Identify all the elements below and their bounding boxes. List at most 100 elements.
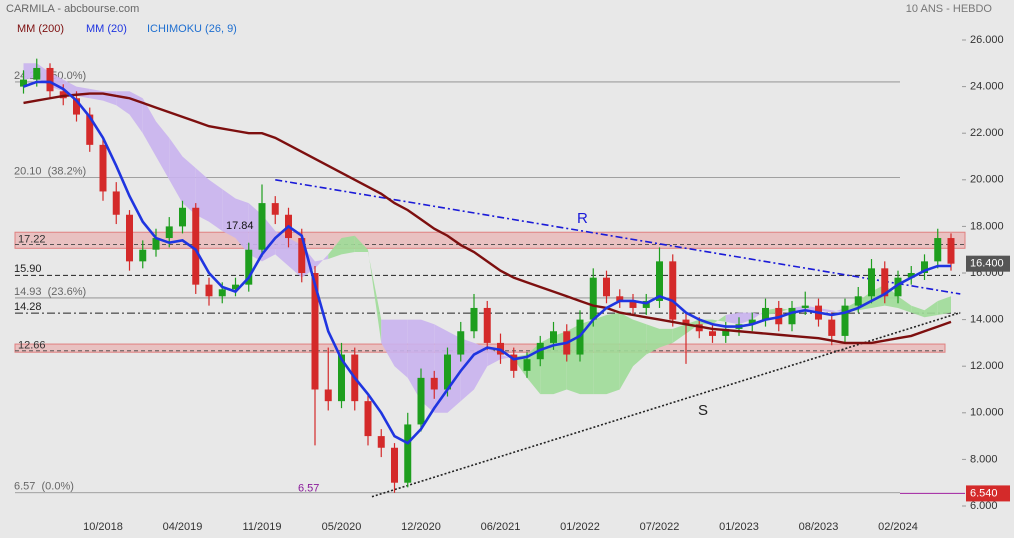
- ichimoku-cloud: [474, 342, 488, 390]
- candle-body: [338, 354, 345, 402]
- y-tick-label: 8.000: [970, 453, 998, 465]
- y-tick-label: 26.000: [970, 34, 1004, 46]
- x-tick-label: 11/2019: [243, 521, 282, 533]
- price-tag: [966, 485, 1010, 502]
- candle-body: [629, 300, 637, 308]
- ichimoku-cloud: [672, 324, 686, 343]
- candle-body: [483, 307, 491, 343]
- candle-body: [947, 238, 955, 264]
- y-tick-label: 6.000: [970, 500, 998, 512]
- ichimoku-cloud: [646, 324, 660, 355]
- candle-body: [589, 277, 597, 320]
- ichimoku-cloud: [712, 314, 726, 325]
- y-tick-label: 14.000: [970, 314, 1004, 326]
- candle-body: [841, 305, 849, 336]
- candle-body: [430, 377, 438, 390]
- candle-body: [801, 305, 809, 308]
- zone-label: 12.66: [18, 340, 46, 352]
- ichimoku-cloud: [381, 319, 395, 367]
- price-tag: [966, 255, 1010, 272]
- ichimoku-cloud: [394, 319, 408, 378]
- candle-body: [404, 424, 412, 483]
- candle-body: [152, 238, 160, 250]
- ichimoku-cloud: [633, 319, 647, 367]
- ichimoku-cloud: [924, 300, 938, 318]
- candle-body: [179, 207, 186, 227]
- candle-body: [457, 331, 465, 355]
- candle-body: [192, 207, 200, 285]
- candle-body: [921, 261, 928, 273]
- ichimoku-cloud: [752, 310, 766, 320]
- annotation: 6.57: [298, 483, 319, 495]
- legend-entry: ICHIMOKU (26, 9): [147, 23, 237, 35]
- x-tick-label: 01/2022: [560, 521, 600, 533]
- candle-body: [311, 273, 319, 390]
- trendline-label: S: [698, 402, 708, 419]
- trendline-label: R: [577, 210, 588, 227]
- annotation: 17.84: [226, 220, 254, 232]
- candle-body: [894, 277, 902, 297]
- candle-body: [417, 377, 425, 425]
- candle-body: [245, 249, 253, 285]
- candle-body: [682, 319, 690, 325]
- ichimoku-cloud: [619, 312, 633, 390]
- candle-body: [205, 284, 213, 297]
- candle-body: [139, 249, 147, 262]
- candle-body: [881, 268, 889, 297]
- ichimoku-cloud: [898, 296, 912, 313]
- candle-body: [444, 354, 451, 390]
- level-label: 6.57 (0.0%): [14, 481, 74, 493]
- ichimoku-cloud: [142, 98, 156, 157]
- x-tick-label: 06/2021: [481, 521, 521, 533]
- candle-body: [868, 268, 875, 297]
- ichimoku-cloud: [593, 314, 607, 395]
- x-tick-label: 12/2020: [401, 521, 441, 533]
- candle-body: [86, 114, 94, 145]
- candle-body: [762, 307, 769, 320]
- candle-body: [271, 203, 279, 215]
- ichimoku-cloud: [659, 328, 673, 348]
- candle-body: [550, 331, 557, 343]
- x-tick-label: 01/2023: [719, 521, 759, 533]
- x-tick-label: 04/2019: [163, 521, 203, 533]
- y-tick-label: 10.000: [970, 407, 1004, 419]
- x-tick-label: 05/2020: [322, 521, 362, 533]
- ichimoku-cloud: [315, 254, 329, 269]
- candle-body: [510, 354, 518, 371]
- x-tick-label: 02/2024: [878, 521, 918, 533]
- price-tag-label: 6.540: [970, 487, 998, 499]
- candle-body: [20, 79, 27, 87]
- level-label: 14.28: [14, 301, 42, 313]
- candle-body: [298, 238, 306, 273]
- candle-body: [232, 284, 239, 290]
- ichimoku-cloud: [434, 324, 448, 413]
- ichimoku-cloud: [937, 296, 951, 315]
- y-tick-label: 22.000: [970, 127, 1004, 139]
- ichimoku-cloud: [222, 189, 236, 239]
- candle-body: [828, 319, 836, 336]
- candle-body: [748, 319, 756, 325]
- candle-body: [377, 436, 385, 448]
- ichimoku-cloud: [209, 179, 223, 232]
- ichimoku-cloud: [606, 312, 620, 395]
- candle-body: [788, 307, 796, 325]
- candle-body: [523, 359, 531, 371]
- candle-body: [126, 214, 133, 262]
- chart-title: CARMILA - abcbourse.com: [6, 3, 139, 15]
- legend-entry: MM (200): [17, 23, 64, 35]
- legend-entry: MM (20): [86, 23, 127, 35]
- ichimoku-cloud: [911, 305, 925, 318]
- x-tick-label: 07/2022: [640, 521, 680, 533]
- ichimoku-cloud: [182, 156, 196, 215]
- x-tick-label: 08/2023: [799, 521, 839, 533]
- ichimoku-cloud: [328, 238, 342, 260]
- ichimoku-cloud: [354, 235, 368, 253]
- ichimoku-cloud: [739, 312, 753, 325]
- candle-body: [165, 226, 173, 239]
- candle-body: [99, 144, 107, 192]
- ichimoku-cloud: [156, 121, 170, 180]
- moving-average-line: [23, 92, 952, 345]
- candle-body: [324, 389, 332, 402]
